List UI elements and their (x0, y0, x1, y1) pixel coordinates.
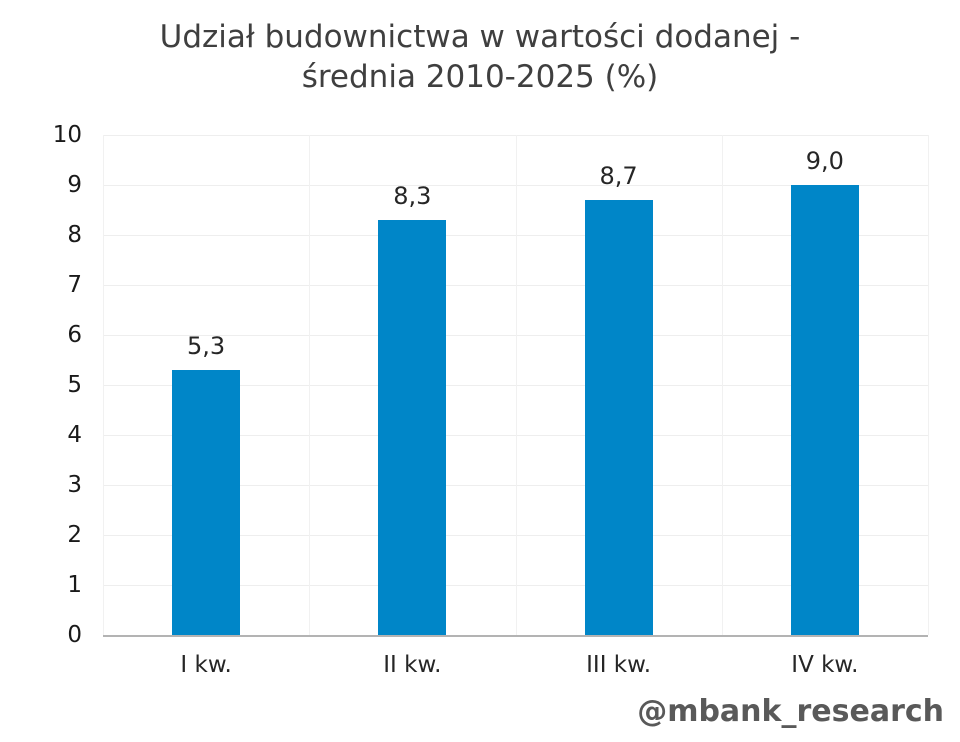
gridline-x-boundary (103, 135, 104, 635)
x-tick-label-iv-kw-: IV kw. (791, 652, 859, 678)
x-tick-label-iii-kw-: III kw. (586, 652, 652, 678)
gridline-x-boundary (516, 135, 517, 635)
gridline-y-2 (103, 535, 928, 536)
gridline-y-6 (103, 335, 928, 336)
x-tick-label-ii-kw-: II kw. (383, 652, 442, 678)
bar-iii-kw- (584, 200, 653, 635)
bar-ii-kw- (378, 220, 447, 635)
bar-value-label: 5,3 (187, 332, 226, 360)
gridline-y-10 (103, 135, 928, 136)
watermark-handle: @mbank_research (637, 694, 944, 729)
bar-i-kw- (172, 370, 241, 635)
gridline-y-5 (103, 385, 928, 386)
x-tick-label-i-kw-: I kw. (180, 652, 232, 678)
y-tick-label-10: 10 (52, 122, 82, 148)
chart-title: Udział budownictwa w wartości dodanej - … (0, 18, 960, 97)
gridline-y-8 (103, 235, 928, 236)
gridline-y-3 (103, 485, 928, 486)
gridline-x-boundary (722, 135, 723, 635)
gridline-x-boundary (928, 135, 929, 635)
gridline-y-1 (103, 585, 928, 586)
y-tick-label-4: 4 (67, 422, 82, 448)
bar-value-label: 9,0 (805, 147, 844, 175)
plot-area: 5,3 8,3 8,7 9,0 (103, 135, 929, 637)
gridline-y-4 (103, 435, 928, 436)
gridline-x-boundary (309, 135, 310, 635)
y-tick-label-0: 0 (67, 622, 82, 648)
y-tick-label-5: 5 (67, 372, 82, 398)
bar-value-label: 8,3 (393, 182, 432, 210)
gridline-y-7 (103, 285, 928, 286)
y-tick-label-7: 7 (67, 272, 82, 298)
bar-iv-kw- (790, 185, 859, 635)
y-tick-label-3: 3 (67, 472, 82, 498)
chart-title-line-2: średnia 2010-2025 (%) (301, 58, 659, 95)
y-tick-label-2: 2 (67, 522, 82, 548)
y-tick-label-6: 6 (67, 322, 82, 348)
chart-title-line-1: Udział budownictwa w wartości dodanej - (159, 19, 801, 55)
gridline-y-9 (103, 185, 928, 186)
y-tick-label-8: 8 (67, 222, 82, 248)
y-tick-label-9: 9 (67, 172, 82, 198)
bar-value-label: 8,7 (599, 162, 638, 190)
y-tick-label-1: 1 (67, 572, 82, 598)
